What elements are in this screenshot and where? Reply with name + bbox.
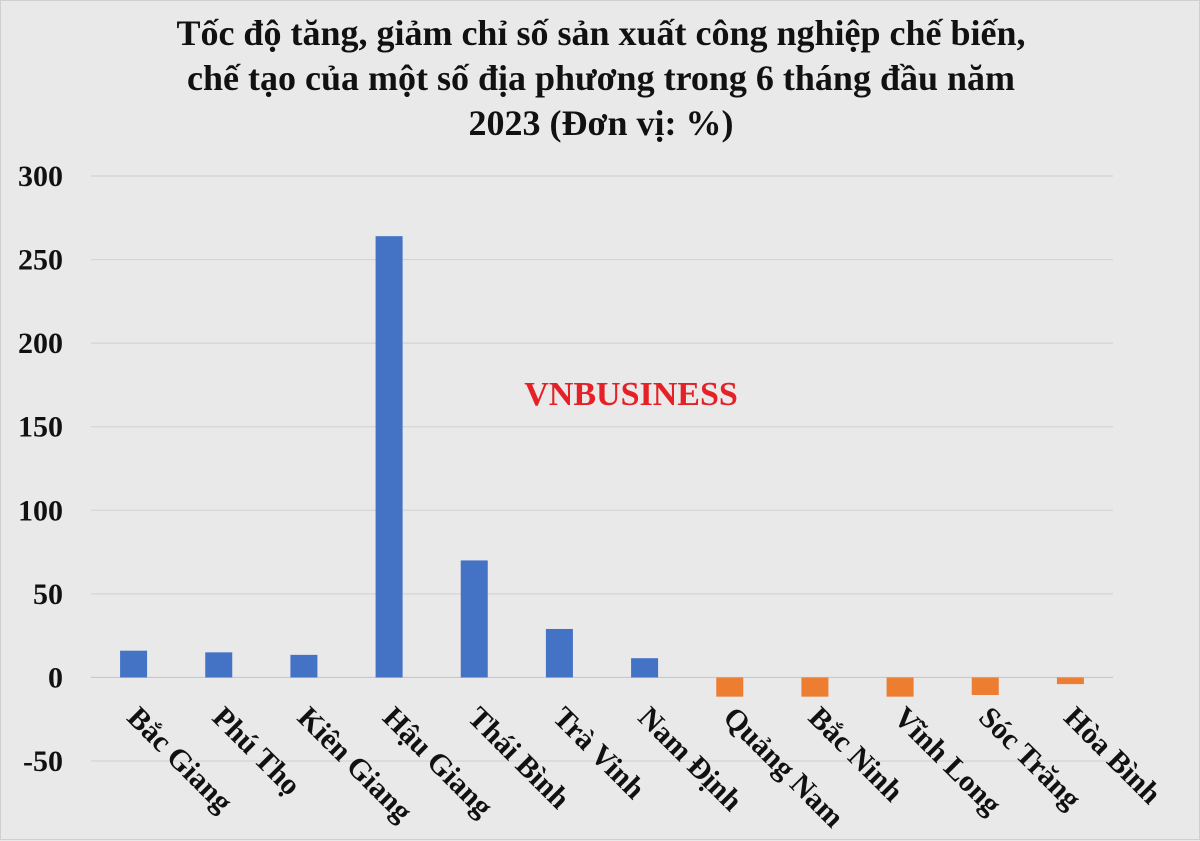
bar: [120, 650, 148, 678]
bar: [971, 677, 999, 695]
bar: [716, 677, 744, 697]
bars: [120, 236, 1084, 697]
chart-title-line-3: 2023 (Đơn vị: %): [468, 103, 734, 143]
y-tick-label: -50: [23, 745, 63, 778]
y-tick-label: 50: [33, 578, 63, 611]
bar: [631, 658, 659, 678]
watermark: VNBUSINESS: [524, 376, 738, 413]
y-tick-label: 200: [18, 327, 63, 360]
bar: [886, 677, 914, 697]
y-tick-label: 100: [18, 494, 63, 527]
chart-title: Tốc độ tăng, giảm chỉ số sản xuất công n…: [41, 11, 1161, 146]
bar: [1056, 677, 1084, 685]
bar: [460, 560, 488, 678]
y-tick-label: 300: [18, 160, 63, 193]
y-tick-label: 250: [18, 244, 63, 277]
grid-lines: [91, 175, 1113, 762]
chart-title-line-1: Tốc độ tăng, giảm chỉ số sản xuất công n…: [176, 13, 1026, 53]
chart-title-line-2: chế tạo của một số địa phương trong 6 th…: [187, 58, 1015, 98]
bar: [375, 236, 403, 678]
bar: [290, 654, 318, 678]
bar: [205, 652, 233, 678]
y-tick-label: 150: [18, 411, 63, 444]
y-axis-ticks: 300 250 200 150 100 50 0 -50: [18, 160, 63, 778]
bar: [545, 628, 573, 678]
y-tick-label: 0: [48, 661, 63, 694]
bar: [801, 677, 829, 697]
